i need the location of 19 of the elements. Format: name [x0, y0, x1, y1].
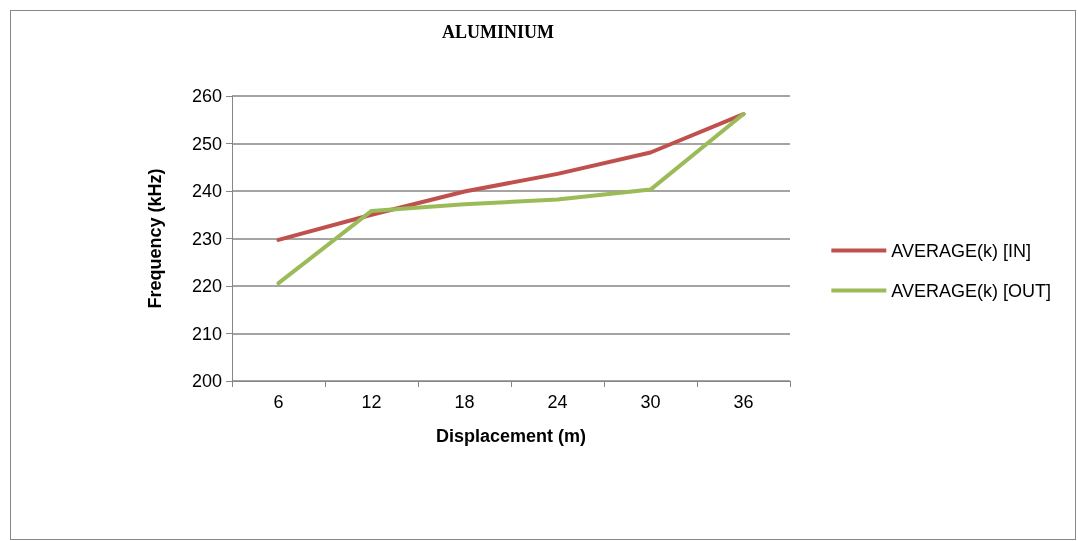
x-tick-label: 18: [454, 392, 475, 412]
chart-title: ALUMINIUM: [442, 22, 554, 42]
y-tick-label: 200: [191, 371, 222, 391]
y-tick-label: 260: [191, 86, 222, 106]
x-tick-label: 36: [733, 392, 754, 412]
y-tick-label: 230: [191, 228, 222, 249]
x-axis-title: Displacement (m): [435, 426, 587, 446]
x-tick-label: 30: [640, 392, 661, 412]
legend-label: AVERAGE(k) [IN]: [891, 240, 1032, 261]
x-tick-label: 6: [273, 392, 284, 412]
line-series: [276, 112, 746, 286]
legend-label: AVERAGE(k) [OUT]: [891, 280, 1052, 301]
y-tick-label: 250: [191, 133, 222, 154]
y-tick-label: 210: [191, 323, 222, 344]
y-tick-label: 220: [191, 276, 222, 296]
y-tick-label: 240: [191, 181, 222, 201]
x-tick-label: 24: [547, 392, 568, 412]
x-tick-label: 12: [361, 392, 382, 412]
y-axis-title: Frequency (kHz): [145, 168, 165, 309]
